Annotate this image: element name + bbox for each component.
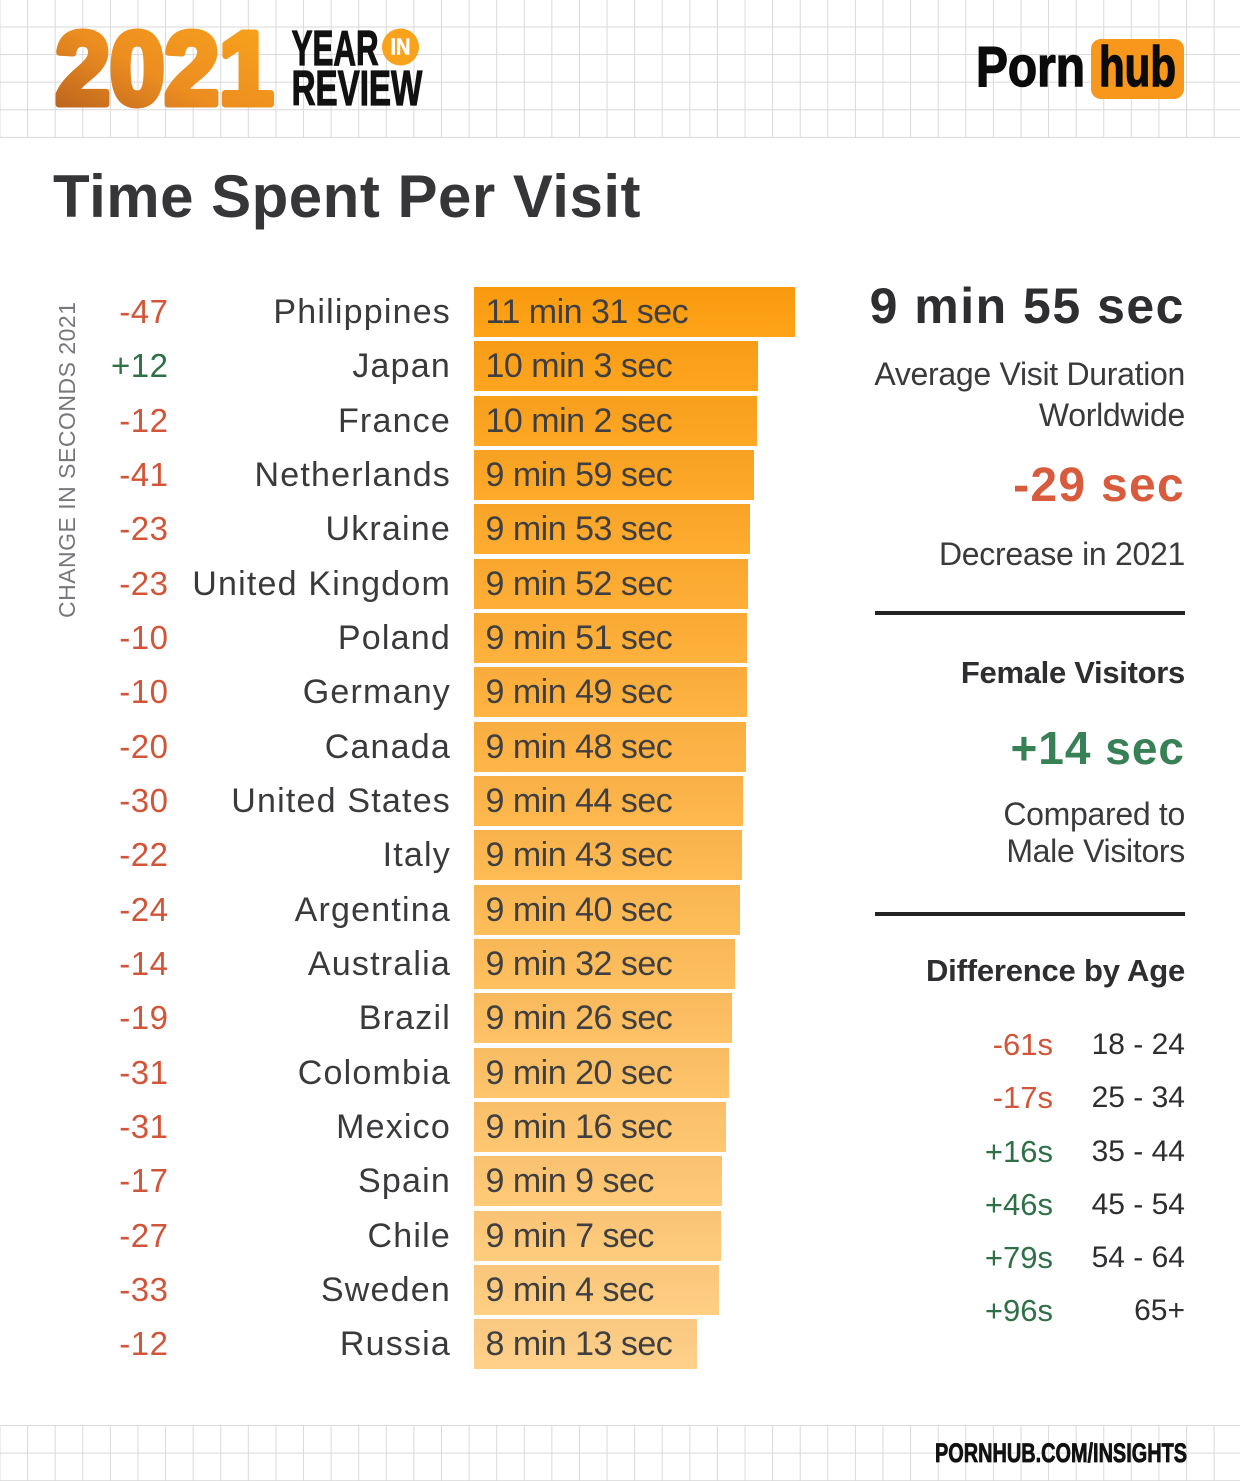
svg-text:IN: IN (391, 34, 411, 60)
svg-text:PORNHUB.COM/INSIGHTS: PORNHUB.COM/INSIGHTS (935, 1438, 1187, 1468)
svg-text:hub: hub (1099, 35, 1176, 99)
svg-text:Porn: Porn (976, 35, 1085, 99)
svg-text:2021: 2021 (56, 11, 274, 126)
svg-text:REVIEW: REVIEW (292, 62, 423, 116)
svg-text:YEAR: YEAR (292, 22, 379, 76)
